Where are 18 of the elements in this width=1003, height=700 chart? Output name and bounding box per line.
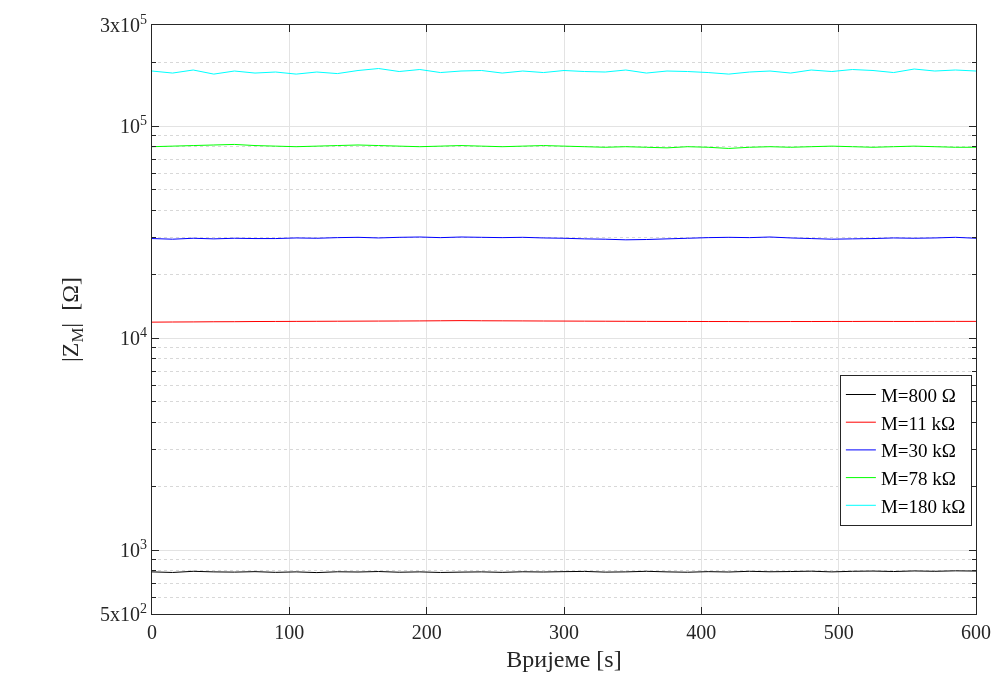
legend-label: M=30 kΩ [880,440,956,462]
x-tick-label: 0 [147,621,157,643]
x-tick-label: 300 [549,621,579,643]
legend-label: M=78 kΩ [880,468,956,490]
x-axis-title: Вријеме [s] [506,646,622,673]
legend-label: M=180 kΩ [880,495,966,517]
y-tick-label: 10$^{5}$ [120,112,147,138]
x-tick-label: 400 [686,621,717,643]
x-tick-label: 200 [411,621,442,643]
y-tick-label: 10$^{3}$ [120,536,147,562]
legend-label: M=800 Ω [880,384,956,406]
legend-label: M=11 kΩ [880,412,956,434]
y-tick-label: 5x10$^{2}$ [100,600,147,625]
x-tick-label: 500 [823,621,854,643]
y-tick-label: 10$^{4}$ [120,324,147,350]
x-tick-label: 100 [274,621,305,643]
x-tick-label: 600 [961,621,991,643]
y-tick-label: 3x10$^{5}$ [100,11,147,36]
